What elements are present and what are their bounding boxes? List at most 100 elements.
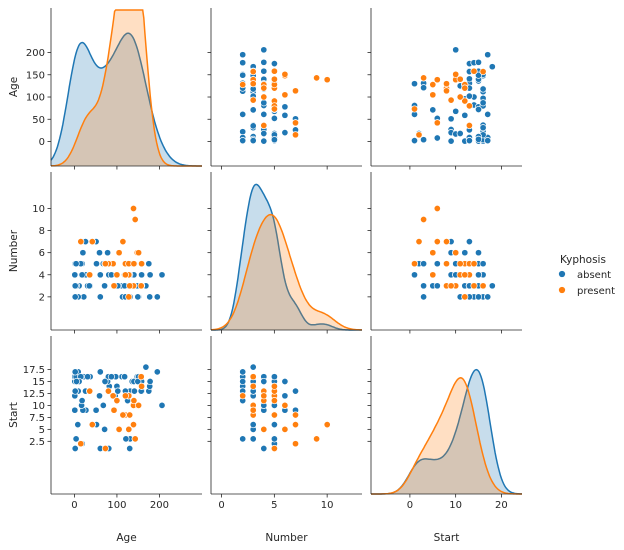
scatter-point-present bbox=[260, 425, 268, 433]
scatter-point-absent bbox=[239, 435, 247, 443]
scatter-point-absent bbox=[488, 282, 496, 290]
scatter-point-present bbox=[131, 215, 139, 224]
scatter-point-present bbox=[249, 373, 257, 381]
scatter-point-present bbox=[270, 397, 278, 405]
panel-number-vs-start bbox=[367, 172, 522, 334]
y-tick-label: 12.5 bbox=[23, 389, 45, 400]
y-tick-label: 4 bbox=[39, 270, 45, 281]
scatter-point-absent bbox=[134, 377, 142, 386]
scatter-point-absent bbox=[146, 377, 154, 386]
scatter-point-absent bbox=[249, 363, 257, 371]
scatter-point-absent bbox=[260, 67, 268, 75]
scatter-point-present bbox=[470, 67, 478, 75]
scatter-point-present bbox=[429, 271, 437, 279]
scatter-point-absent bbox=[474, 105, 483, 114]
y-axis-label-start: Start bbox=[8, 402, 20, 428]
x-tick-label: 0 bbox=[407, 500, 413, 511]
scatter-point-absent bbox=[260, 129, 268, 138]
scatter-point-absent bbox=[433, 134, 441, 142]
y-tick-label: 50 bbox=[32, 115, 45, 126]
panel-age-vs-number bbox=[207, 8, 362, 170]
scatter-point-present bbox=[125, 293, 133, 301]
scatter-point-present bbox=[137, 373, 145, 381]
scatter-point-absent bbox=[239, 377, 247, 386]
scatter-point-present bbox=[313, 435, 321, 443]
scatter-point-present bbox=[456, 260, 464, 268]
scatter-point-present bbox=[110, 406, 118, 414]
x-tick-label: 0 bbox=[71, 500, 77, 511]
scatter-point-absent bbox=[461, 111, 469, 119]
scatter-point-present bbox=[415, 238, 423, 246]
scatter-point-present bbox=[461, 97, 469, 105]
scatter-point-absent bbox=[433, 260, 441, 268]
scatter-point-present bbox=[429, 81, 437, 89]
y-tick-label: 0 bbox=[39, 137, 45, 148]
scatter-point-present bbox=[410, 260, 419, 268]
scatter-point-absent bbox=[260, 110, 268, 118]
scatter-point-absent bbox=[474, 135, 483, 143]
scatter-point-present bbox=[109, 392, 117, 400]
scatter-point-present bbox=[433, 76, 441, 84]
scatter-point-absent bbox=[270, 114, 278, 122]
scatter-point-present bbox=[270, 444, 278, 453]
panel-age-vs-start bbox=[367, 8, 522, 170]
scatter-point-present bbox=[260, 121, 268, 130]
scatter-point-absent bbox=[239, 110, 247, 118]
scatter-point-present bbox=[281, 91, 289, 99]
scatter-point-present bbox=[465, 102, 473, 110]
scatter-point-present bbox=[86, 387, 94, 395]
scatter-point-absent bbox=[260, 137, 268, 145]
scatter-point-absent bbox=[249, 106, 257, 114]
scatter-point-absent bbox=[452, 46, 460, 54]
kde-line-absent bbox=[50, 32, 202, 167]
scatter-point-present bbox=[115, 249, 123, 257]
scatter-point-absent bbox=[78, 397, 86, 405]
y-tick-label: 150 bbox=[26, 70, 45, 81]
scatter-point-absent bbox=[479, 124, 487, 132]
scatter-point-present bbox=[291, 87, 300, 95]
scatter-point-absent bbox=[71, 444, 79, 453]
scatter-point-present bbox=[420, 74, 428, 82]
scatter-point-absent bbox=[239, 71, 247, 79]
scatter-point-absent bbox=[249, 435, 257, 443]
scatter-point-absent bbox=[410, 271, 419, 279]
scatter-point-present bbox=[281, 70, 289, 78]
scatter-point-present bbox=[470, 282, 478, 290]
y-axis-label-age: Age bbox=[8, 77, 20, 97]
scatter-point-present bbox=[270, 411, 278, 419]
scatter-point-absent bbox=[72, 377, 81, 386]
scatter-point-absent bbox=[420, 282, 428, 290]
scatter-point-present bbox=[104, 387, 112, 395]
scatter-point-absent bbox=[158, 401, 166, 409]
scatter-point-absent bbox=[138, 271, 146, 279]
scatter-point-present bbox=[447, 96, 455, 104]
scatter-point-present bbox=[119, 238, 127, 246]
y-tick-label: 15 bbox=[32, 377, 45, 388]
scatter-point-present bbox=[270, 382, 278, 390]
kde-fill-present bbox=[51, 10, 202, 166]
scatter-point-absent bbox=[104, 249, 112, 257]
scatter-point-absent bbox=[270, 373, 278, 381]
scatter-point-absent bbox=[101, 425, 109, 433]
scatter-point-absent bbox=[488, 63, 496, 71]
scatter-point-absent bbox=[479, 99, 487, 107]
scatter-point-absent bbox=[270, 60, 278, 68]
scatter-point-present bbox=[291, 119, 300, 127]
scatter-point-present bbox=[138, 260, 146, 268]
scatter-point-absent bbox=[260, 99, 268, 107]
x-tick-label: 200 bbox=[150, 500, 169, 511]
scatter-point-present bbox=[88, 238, 96, 246]
scatter-point-absent bbox=[410, 80, 419, 88]
scatter-point-absent bbox=[96, 368, 104, 376]
scatter-point-present bbox=[249, 406, 257, 414]
scatter-point-absent bbox=[101, 282, 109, 290]
scatter-point-absent bbox=[270, 435, 278, 443]
scatter-point-absent bbox=[465, 137, 473, 145]
scatter-point-absent bbox=[479, 85, 487, 93]
scatter-point-present bbox=[260, 392, 268, 400]
scatter-point-absent bbox=[484, 110, 492, 118]
scatter-point-absent bbox=[420, 136, 428, 144]
kde-line-present bbox=[371, 377, 522, 495]
scatter-point-absent bbox=[74, 421, 82, 429]
kde-line-present bbox=[210, 213, 362, 331]
